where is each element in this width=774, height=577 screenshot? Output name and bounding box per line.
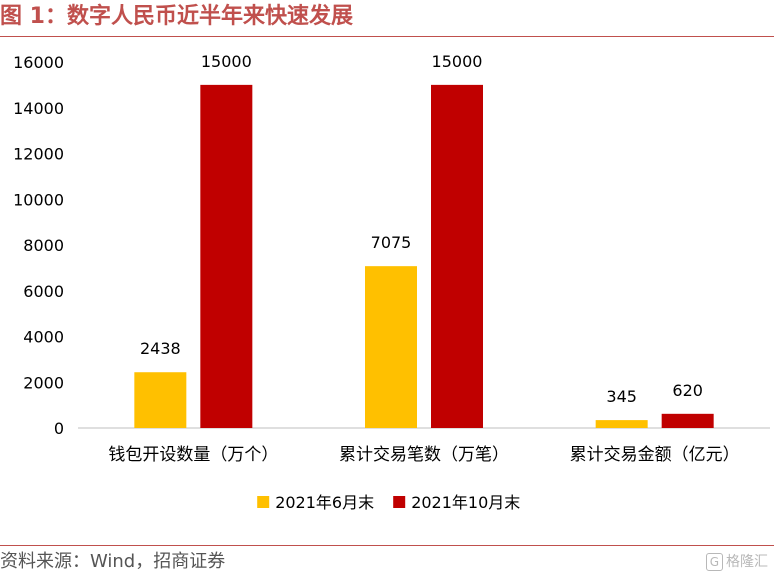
- bar-chart: 0 2000 4000 6000 8000 10000 12000 14000 16000 24…: [13, 52, 770, 512]
- legend: 2021年6月末 2021年10月末: [257, 493, 520, 512]
- y-tick-label: 12000: [13, 145, 64, 164]
- y-tick-label: 0: [54, 419, 64, 438]
- bar: [595, 420, 648, 428]
- bar: [431, 84, 483, 428]
- y-axis: 0 2000 4000 6000 8000 10000 12000 14000 16000: [13, 53, 64, 438]
- bar-value-label: 15000: [201, 52, 252, 71]
- bars-group: [134, 84, 714, 428]
- source-divider: [0, 545, 774, 546]
- x-category-label: 累计交易笔数（万笔）: [339, 445, 509, 465]
- y-tick-label: 16000: [13, 53, 64, 72]
- legend-label: 2021年10月末: [411, 493, 520, 512]
- title-divider: [0, 36, 774, 37]
- x-category-label: 钱包开设数量（万个）: [108, 445, 278, 465]
- chart-title: 图 1：数字人民币近半年来快速发展: [0, 4, 353, 29]
- bar: [134, 372, 187, 428]
- source-note: 资料来源：Wind，招商证券: [0, 551, 226, 572]
- bar: [661, 413, 714, 428]
- y-tick-label: 10000: [13, 190, 64, 209]
- legend-label: 2021年6月末: [275, 493, 374, 512]
- legend-swatch: [257, 496, 270, 508]
- y-tick-label: 14000: [13, 99, 64, 118]
- bar-value-label: 15000: [432, 52, 483, 71]
- bar-value-label: 2438: [140, 339, 181, 358]
- y-tick-label: 2000: [23, 373, 64, 392]
- value-labels-group: 2438 15000 7075 15000 345 620: [140, 52, 703, 406]
- bar-value-label: 620: [672, 381, 703, 400]
- watermark-logo-icon: G: [705, 553, 723, 571]
- bar-value-label: 7075: [371, 233, 412, 252]
- x-category-label: 累计交易金额（亿元）: [570, 445, 740, 465]
- y-tick-label: 6000: [23, 282, 64, 301]
- watermark-text: 格隆汇: [726, 554, 768, 570]
- legend-swatch: [393, 496, 406, 508]
- bar-value-label: 345: [606, 387, 637, 406]
- category-labels-group: 钱包开设数量（万个） 累计交易笔数（万笔） 累计交易金额（亿元）: [108, 445, 739, 465]
- watermark: G 格隆汇: [705, 551, 768, 573]
- bar: [200, 84, 253, 428]
- y-tick-label: 4000: [23, 328, 64, 347]
- y-tick-label: 8000: [23, 236, 64, 255]
- bar: [365, 266, 417, 428]
